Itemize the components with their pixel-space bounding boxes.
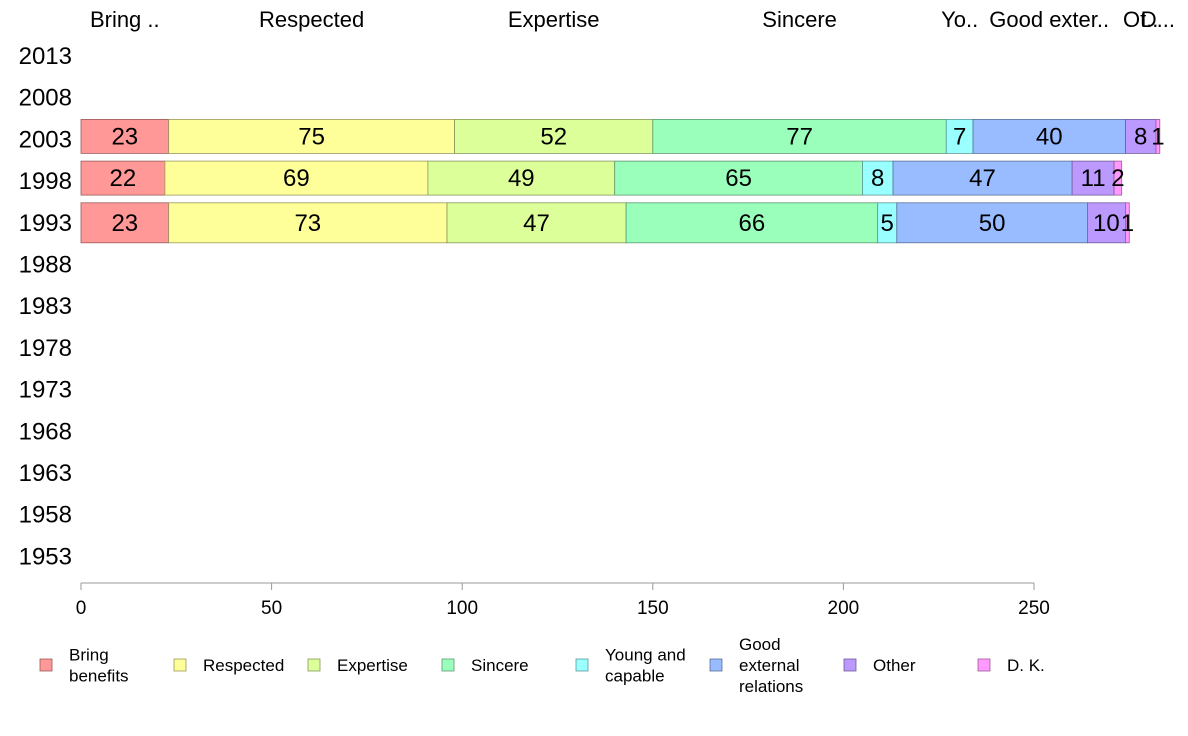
bar-1998-3	[614, 160, 863, 196]
legend-swatch-7	[977, 658, 991, 672]
legend-label-2: Expertise	[337, 656, 408, 675]
x-tick-label-100: 100	[446, 598, 478, 619]
bar-1993-1	[168, 202, 448, 244]
year-label-1998: 1998	[19, 168, 72, 195]
year-label-2013: 2013	[19, 43, 72, 70]
legend-label-4: Young and capable	[605, 646, 686, 686]
value-label-1998-0: 22	[110, 165, 137, 192]
bar-1998-4	[862, 160, 894, 196]
value-label-2003-4: 7	[953, 123, 966, 150]
year-label-2008: 2008	[19, 85, 72, 112]
bar-2003-0	[80, 119, 170, 154]
bar-2003-1	[168, 119, 455, 154]
year-label-2003: 2003	[19, 126, 72, 153]
bar-2003-7	[1155, 119, 1161, 154]
year-label-1983: 1983	[19, 293, 72, 320]
value-label-1998-1: 69	[283, 165, 310, 192]
value-label-1998-7: 2	[1111, 165, 1124, 192]
bar-1993-2	[446, 202, 627, 244]
year-axis-labels: 2013 2008 2003 1998 1993 1988 1983 1978 1973 1968…	[19, 43, 72, 570]
year-label-1968: 1968	[19, 418, 72, 445]
legend-swatch-5	[709, 658, 723, 672]
legend-swatch-0	[39, 658, 53, 672]
value-label-1993-2: 47	[523, 210, 550, 237]
legend-label-3: Sincere	[471, 656, 529, 675]
x-tick-label-0: 0	[76, 598, 87, 619]
top-category-labels: Bring .. Respected Expertise Sincere Yo.. Goo…	[90, 7, 1175, 32]
value-label-1993-0: 23	[111, 210, 138, 237]
value-label-2003-6: 8	[1134, 123, 1147, 150]
year-label-1953: 1953	[19, 543, 72, 570]
legend-label-5: Good external relations	[739, 635, 803, 696]
bar-1993-6	[1087, 202, 1126, 244]
bar-segments: 23 75 52 77 7 40 8 122 69 49 65 8 47 11 223 73 47 66 5 50 10…	[80, 119, 1165, 244]
value-label-2003-2: 52	[540, 123, 567, 150]
value-label-2003-0: 23	[111, 123, 138, 150]
top-label-0: Bring ..	[90, 7, 160, 32]
value-label-1993-6: 10	[1093, 210, 1120, 237]
value-label-2003-7: 1	[1151, 123, 1164, 150]
bar-2003-4	[945, 119, 974, 154]
bar-2003-5	[972, 119, 1126, 154]
year-label-1993: 1993	[19, 210, 72, 237]
value-label-1993-4: 5	[881, 210, 894, 237]
legend-label-0: Bring benefits	[69, 646, 129, 686]
value-label-2003-3: 77	[786, 123, 813, 150]
top-label-2: Expertise	[508, 7, 600, 32]
top-label-1: Respected	[259, 7, 364, 32]
legend-swatch-4	[575, 658, 589, 672]
year-label-1988: 1988	[19, 252, 72, 279]
value-label-1998-6: 11	[1081, 165, 1106, 192]
top-label-6: Ot..	[1123, 7, 1158, 32]
top-label-5: Good exter..	[989, 7, 1109, 32]
bar-1998-0	[80, 160, 166, 196]
legend: Bring benefits Respected Expertise Sincere Yo…	[39, 635, 1045, 696]
legend-swatch-1	[173, 658, 187, 672]
bar-2003-3	[652, 119, 947, 154]
value-label-2003-5: 40	[1036, 123, 1063, 150]
legend-swatch-3	[441, 658, 455, 672]
bar-1998-1	[164, 160, 429, 196]
bar-1998-2	[427, 160, 616, 196]
year-label-1973: 1973	[19, 377, 72, 404]
value-label-2003-1: 75	[298, 123, 325, 150]
bar-1993-5	[896, 202, 1088, 244]
year-label-1958: 1958	[19, 502, 72, 529]
value-label-1998-2: 49	[508, 165, 535, 192]
value-label-1993-3: 66	[739, 210, 766, 237]
legend-label-1: Respected	[203, 656, 284, 675]
bar-1998-6	[1071, 160, 1115, 196]
bar-2003-2	[454, 119, 654, 154]
legend-swatch-2	[307, 658, 321, 672]
bar-1993-7	[1125, 202, 1130, 244]
legend-label-6: Other	[873, 656, 916, 675]
x-tick-label-250: 250	[1018, 598, 1050, 619]
value-label-1993-5: 50	[979, 210, 1006, 237]
value-label-1998-4: 8	[871, 165, 884, 192]
legend-swatch-6	[843, 658, 857, 672]
value-label-1998-5: 47	[969, 165, 996, 192]
value-label-1993-7: 1	[1121, 210, 1134, 237]
bar-1993-0	[80, 202, 170, 244]
top-label-4: Yo..	[941, 7, 978, 32]
x-axis: 0 50 100 150 200 250	[76, 582, 1050, 619]
year-label-1978: 1978	[19, 335, 72, 362]
x-tick-label-50: 50	[261, 598, 282, 619]
year-label-1963: 1963	[19, 460, 72, 487]
bar-1998-7	[1113, 160, 1123, 196]
top-label-7: D...	[1141, 7, 1175, 32]
legend-label-7: D. K.	[1007, 656, 1045, 675]
x-tick-label-150: 150	[637, 598, 669, 619]
value-label-1998-3: 65	[725, 165, 752, 192]
value-label-1993-1: 73	[294, 210, 321, 237]
top-label-3: Sincere	[762, 7, 837, 32]
x-tick-label-200: 200	[828, 598, 860, 619]
